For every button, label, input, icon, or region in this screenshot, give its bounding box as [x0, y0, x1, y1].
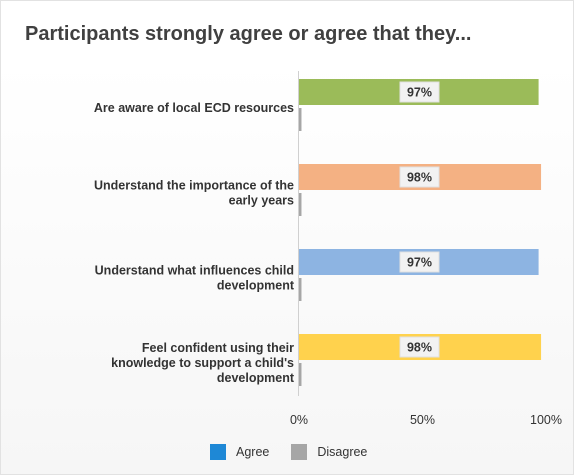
legend-item-disagree: Disagree: [291, 444, 367, 460]
bar-disagree-1: [299, 193, 302, 216]
category-label-2-1: development: [217, 279, 295, 293]
data-label-3: 98%: [407, 341, 432, 355]
bar-disagree-2: [299, 278, 302, 301]
chart-legend: Agree Disagree: [210, 444, 389, 460]
category-label-2-0: Understand what influences child: [95, 264, 294, 278]
x-tick-label-0: 0%: [290, 413, 308, 427]
category-label-1-0: Understand the importance of the: [94, 179, 294, 193]
data-label-box-1: [399, 166, 440, 188]
chart-title: Participants strongly agree or agree tha…: [25, 23, 472, 45]
data-label-1: 98%: [407, 171, 432, 185]
x-tick-label-2: 100%: [530, 413, 562, 427]
data-label-box-2: [399, 251, 440, 273]
bar-chart: 97% Are aware of local ECD resources 98% Un…: [94, 71, 562, 427]
bar-disagree-0: [299, 108, 302, 131]
legend-label-agree: Agree: [236, 445, 270, 459]
category-label-0-0: Are aware of local ECD resources: [94, 101, 294, 115]
legend-label-disagree: Disagree: [317, 445, 368, 459]
bar-disagree-3: [299, 363, 302, 386]
legend-item-agree: Agree: [210, 444, 269, 460]
data-label-box-0: [399, 81, 440, 103]
data-label-0: 97%: [407, 86, 432, 100]
category-label-3-2: development: [217, 371, 295, 385]
x-tick-label-1: 50%: [410, 413, 435, 427]
category-label-3-1: knowledge to support a child's: [111, 356, 294, 370]
legend-swatch-agree: [210, 444, 226, 460]
legend-swatch-disagree: [291, 444, 308, 460]
data-label-box-3: [399, 336, 440, 358]
data-label-2: 97%: [407, 256, 432, 270]
category-label-3-0: Feel confident using their: [142, 341, 294, 355]
category-label-1-1: early years: [229, 194, 294, 208]
